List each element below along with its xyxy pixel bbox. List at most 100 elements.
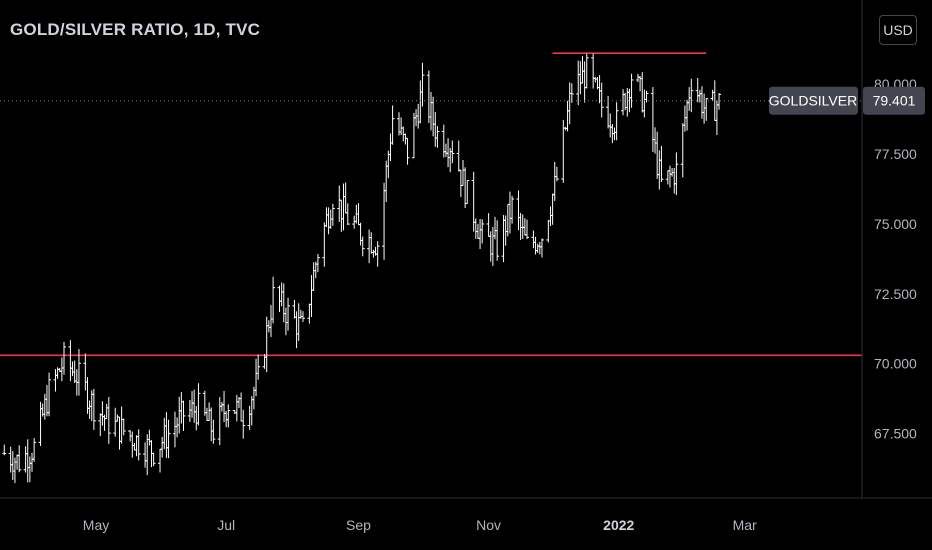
ohlc-bars (2, 53, 722, 484)
ohlc-bar (23, 446, 28, 473)
ohlc-bar (104, 403, 109, 420)
ohlc-bar (420, 62, 425, 107)
ohlc-bar (465, 179, 470, 204)
ohlc-bar (672, 167, 677, 194)
ohlc-bar (311, 262, 316, 291)
ohlc-bar (339, 199, 344, 232)
ohlc-bar (343, 182, 348, 214)
ohlc-bar (699, 86, 704, 119)
ohlc-bar (341, 183, 346, 231)
ohlc-bar (175, 417, 180, 438)
ohlc-bar (194, 406, 199, 431)
ohlc-bar (456, 140, 461, 172)
symbol-tag-bg (769, 86, 858, 115)
ohlc-bar (249, 396, 254, 426)
ohlc-bar (505, 203, 510, 237)
ohlc-bar (181, 400, 186, 431)
ohlc-bar (552, 161, 557, 201)
ohlc-bar (204, 407, 209, 421)
currency-button[interactable]: USD (879, 15, 917, 45)
ohlc-bar (268, 304, 273, 337)
price-tag: GOLDSILVER 79.401 (0, 86, 925, 115)
chart-title: GOLD/SILVER RATIO, 1D, TVC (10, 20, 261, 39)
ohlc-bar (576, 60, 581, 106)
ohlc-bar (337, 185, 342, 222)
ohlc-bar (115, 414, 120, 422)
ohlc-bar (490, 226, 495, 266)
ohlc-bar (247, 405, 252, 430)
ohlc-bar (463, 167, 468, 209)
ohlc-bar (226, 404, 231, 428)
ohlc-bar (202, 390, 207, 416)
ohlc-bar (689, 78, 694, 113)
ohlc-bar (493, 216, 498, 240)
ohlc-bar (390, 105, 395, 145)
x-tick-label: Mar (733, 517, 757, 533)
ohlc-bar (367, 229, 372, 264)
ohlc-bar (655, 131, 660, 179)
ohlc-bar (100, 401, 105, 426)
ohlc-bar (584, 53, 589, 89)
ohlc-bar (352, 215, 357, 229)
ohlc-bar (98, 413, 103, 437)
ohlc-bar (136, 429, 141, 461)
ohlc-bar (411, 112, 416, 159)
ohlc-bar (375, 241, 380, 267)
ohlc-bar (356, 203, 361, 226)
ohlc-bar (8, 446, 13, 473)
ohlc-bar (254, 358, 259, 397)
ohlc-bar (172, 411, 177, 448)
y-tick-label: 77.500 (874, 146, 917, 162)
ohlc-bar (697, 89, 702, 103)
ohlc-bar (478, 218, 483, 250)
ohlc-bar (644, 90, 649, 103)
ohlc-bar (53, 369, 58, 392)
ohlc-bar (117, 416, 122, 450)
ohlc-bar (561, 119, 566, 183)
ohlc-bar (435, 126, 440, 148)
ohlc-bar (209, 407, 214, 442)
ohlc-bar (196, 383, 201, 426)
ohlc-bar (659, 145, 664, 183)
ohlc-bar (418, 80, 423, 124)
ohlc-bar (682, 105, 687, 132)
ohlc-bar (546, 219, 551, 243)
ohlc-bar (143, 442, 148, 468)
ohlc-bar (399, 117, 404, 136)
ohlc-bar (47, 372, 52, 417)
ohlc-bar (32, 438, 37, 462)
ohlc-bar (597, 75, 602, 104)
ohlc-bar (486, 213, 491, 237)
ohlc-bar (42, 393, 47, 420)
ohlc-bar (548, 206, 553, 227)
ohlc-bar (91, 388, 96, 430)
ohlc-bar (591, 53, 596, 89)
ohlc-bar (70, 361, 75, 377)
ohlc-bar (525, 219, 530, 240)
ohlc-bar (687, 87, 692, 111)
ohlc-bar (516, 190, 521, 231)
ohlc-bar (520, 214, 525, 240)
ohlc-bar (653, 127, 658, 154)
ohlc-bar (674, 152, 679, 196)
ohlc-bar (443, 143, 448, 157)
ohlc-bar (17, 445, 22, 473)
ohlc-bar (533, 236, 538, 255)
ohlc-bar (621, 89, 626, 116)
ohlc-bar (266, 320, 271, 333)
ohlc-bar (177, 396, 182, 434)
ohlc-bar (113, 407, 118, 437)
ohlc-bar (62, 341, 67, 375)
ohlc-bar (326, 207, 331, 235)
ohlc-bar (239, 392, 244, 422)
ohlc-bar (401, 126, 406, 142)
ohlc-bar (190, 391, 195, 418)
ohlc-bar (503, 215, 508, 246)
y-tick-label: 67.500 (874, 426, 917, 442)
ohlc-bar (405, 137, 410, 165)
ohlc-bar (384, 160, 389, 203)
ohlc-bar (569, 83, 574, 103)
ohlc-bar (518, 213, 523, 240)
x-tick-label: Jul (217, 517, 235, 533)
